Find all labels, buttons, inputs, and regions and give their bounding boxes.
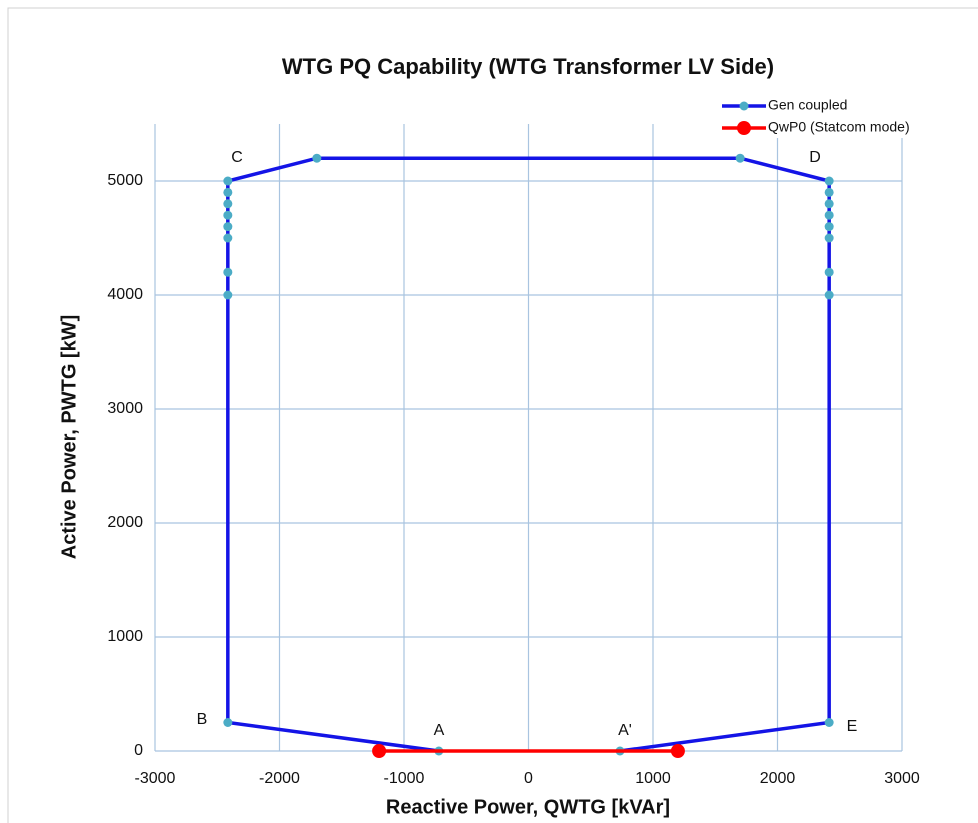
data-point <box>824 233 834 243</box>
legend-marker <box>739 101 749 111</box>
data-point <box>223 210 233 220</box>
data-point <box>824 290 834 300</box>
data-point <box>223 718 233 727</box>
data-point <box>223 233 233 243</box>
data-point <box>223 267 233 277</box>
point-annotation: B <box>197 711 208 728</box>
legend-marker <box>737 121 751 135</box>
point-annotation: A <box>434 722 445 739</box>
y-tick-label: 3000 <box>107 400 143 417</box>
y-tick-label: 1000 <box>107 628 143 645</box>
x-tick-label: -3000 <box>135 770 176 787</box>
point-annotation: D <box>809 149 821 166</box>
data-point <box>372 744 387 758</box>
data-point <box>223 176 233 186</box>
data-point <box>223 290 233 300</box>
x-tick-label: 1000 <box>635 770 671 787</box>
data-point <box>824 176 834 186</box>
legend-label: Gen coupled <box>768 97 847 113</box>
x-tick-label: 2000 <box>760 770 796 787</box>
y-tick-label: 2000 <box>107 514 143 531</box>
point-annotation: E <box>847 718 858 735</box>
data-point <box>223 187 233 197</box>
y-tick-label: 0 <box>134 742 143 759</box>
point-annotation: C <box>231 149 243 166</box>
data-point <box>824 187 834 197</box>
data-point <box>312 153 322 163</box>
data-point <box>824 210 834 220</box>
x-tick-label: -1000 <box>384 770 425 787</box>
legend-box <box>715 94 937 138</box>
y-axis-label: Active Power, PWTG [kW] <box>58 315 80 559</box>
data-point <box>735 153 745 163</box>
data-point <box>670 744 685 758</box>
chart-title: WTG PQ Capability (WTG Transformer LV Si… <box>282 54 774 79</box>
x-tick-label: -2000 <box>259 770 300 787</box>
data-point <box>824 222 834 232</box>
data-point <box>824 267 834 277</box>
x-axis-label: Reactive Power, QWTG [kVAr] <box>386 796 670 818</box>
x-tick-label: 0 <box>524 770 533 787</box>
y-tick-label: 4000 <box>107 286 143 303</box>
legend: Gen coupled QwP0 (Statcom mode) <box>715 94 937 138</box>
point-annotation: A' <box>618 722 632 739</box>
y-tick-label: 5000 <box>107 172 143 189</box>
data-point <box>824 718 834 727</box>
data-point <box>223 222 233 232</box>
series-line <box>226 156 831 753</box>
data-point <box>824 199 834 209</box>
data-point <box>223 199 233 209</box>
legend-label: QwP0 (Statcom mode) <box>768 119 910 135</box>
x-tick-label: 3000 <box>884 770 920 787</box>
